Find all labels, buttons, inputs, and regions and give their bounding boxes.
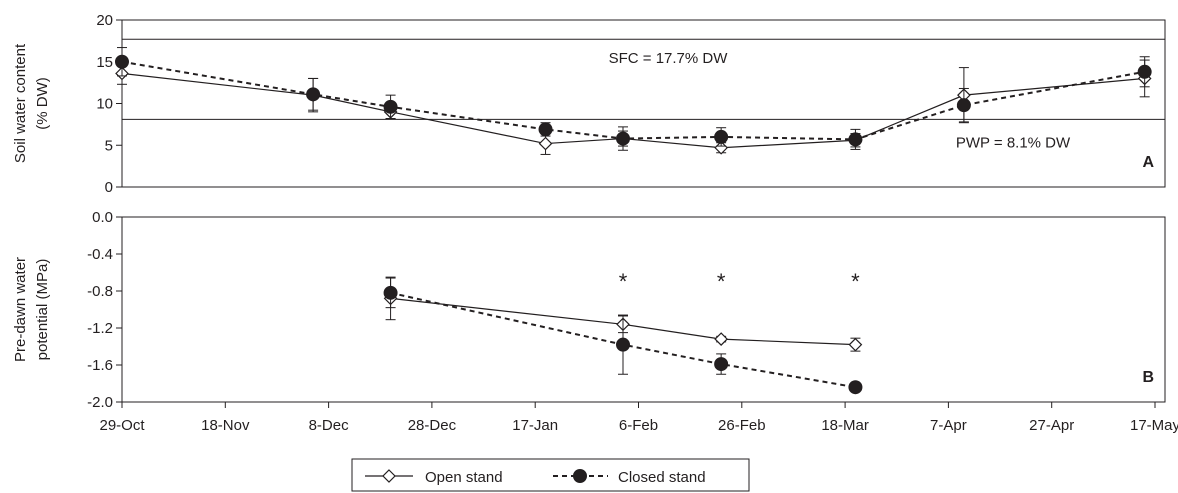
y-tick-label: 0 <box>105 179 113 196</box>
y-tick-label: 5 <box>105 137 113 154</box>
significance-marker: * <box>851 269 860 294</box>
y-axis-title: potential (MPa) <box>34 259 51 361</box>
x-tick-label: 29-Oct <box>99 417 145 434</box>
series-line-open-stand <box>390 297 856 346</box>
data-point-open-stand <box>848 337 863 352</box>
y-tick-label: -0.4 <box>87 246 113 263</box>
panel-b-predawn-water-potential: 0.0 -0.4 -0.8 -1.2 -1.6 -2.0 Pre-dawn water pot… <box>12 209 1166 411</box>
x-tick-label: 26-Feb <box>718 417 766 434</box>
data-point-closed-stand <box>956 98 971 113</box>
x-tick-label: 6-Feb <box>619 417 658 434</box>
y-axis-title: (% DW) <box>34 77 51 130</box>
series-line-closed-stand <box>121 60 1145 141</box>
data-point-closed-stand <box>383 285 398 300</box>
y-axis-title: Soil water content <box>12 43 29 163</box>
data-point-closed-stand <box>616 131 631 146</box>
y-tick-label: 15 <box>96 54 113 71</box>
y-tick-label: -0.8 <box>87 283 113 300</box>
data-point-closed-stand <box>714 129 729 144</box>
panel-letter: B <box>1142 369 1154 386</box>
data-point-closed-stand <box>306 87 321 102</box>
reference-label: SFC = 17.7% DW <box>609 50 729 67</box>
y-tick-label: -1.2 <box>87 320 113 337</box>
significance-marker: * <box>619 269 628 294</box>
plot-frame <box>121 216 1166 403</box>
x-tick-label: 8-Dec <box>309 417 350 434</box>
data-point-closed-stand <box>714 357 729 372</box>
data-point-closed-stand <box>1137 64 1152 79</box>
legend-label-closed-stand: Closed stand <box>618 469 706 486</box>
x-tick-label: 17-May <box>1130 417 1178 434</box>
y-tick-label: 10 <box>96 96 113 113</box>
x-tick-label: 18-Mar <box>821 417 869 434</box>
panel-letter: A <box>1142 154 1154 171</box>
y-tick-label: -1.6 <box>87 357 113 374</box>
x-tick-label: 17-Jan <box>512 417 558 434</box>
x-tick-label: 28-Dec <box>408 417 457 434</box>
panel-a-soil-water-content: 0 5 10 15 20 Soil water content (% DW) SFC = 17… <box>12 12 1166 196</box>
data-point-closed-stand <box>538 122 553 137</box>
legend-box <box>351 458 750 492</box>
x-axis-date-labels: 29-Oct 18-Nov 8-Dec 28-Dec 17-Jan 6-Feb 26-Feb… <box>99 417 1178 434</box>
legend: Open stand Closed stand <box>351 458 750 492</box>
x-tick-label: 27-Apr <box>1029 417 1074 434</box>
y-tick-label: 20 <box>96 12 113 29</box>
data-point-closed-stand <box>848 380 863 395</box>
data-point-open-stand <box>714 332 728 346</box>
data-point-closed-stand <box>115 54 129 69</box>
data-point-open-stand <box>538 136 553 151</box>
series-line-closed-stand <box>390 291 856 389</box>
x-tick-label: 7-Apr <box>930 417 967 434</box>
legend-marker-open-stand <box>382 469 396 483</box>
data-point-closed-stand <box>616 337 631 352</box>
y-tick-label: 0.0 <box>92 209 113 226</box>
data-point-closed-stand <box>848 132 863 147</box>
data-point-closed-stand <box>383 99 398 114</box>
significance-marker: * <box>717 269 726 294</box>
legend-label-open-stand: Open stand <box>425 469 503 486</box>
y-axis-title: Pre-dawn water <box>12 257 29 362</box>
x-tick-label: 18-Nov <box>201 417 250 434</box>
legend-marker-closed-stand <box>573 469 587 483</box>
y-tick-label: -2.0 <box>87 394 113 411</box>
plot-frame <box>121 19 1166 188</box>
reference-label: PWP = 8.1% DW <box>956 134 1071 151</box>
